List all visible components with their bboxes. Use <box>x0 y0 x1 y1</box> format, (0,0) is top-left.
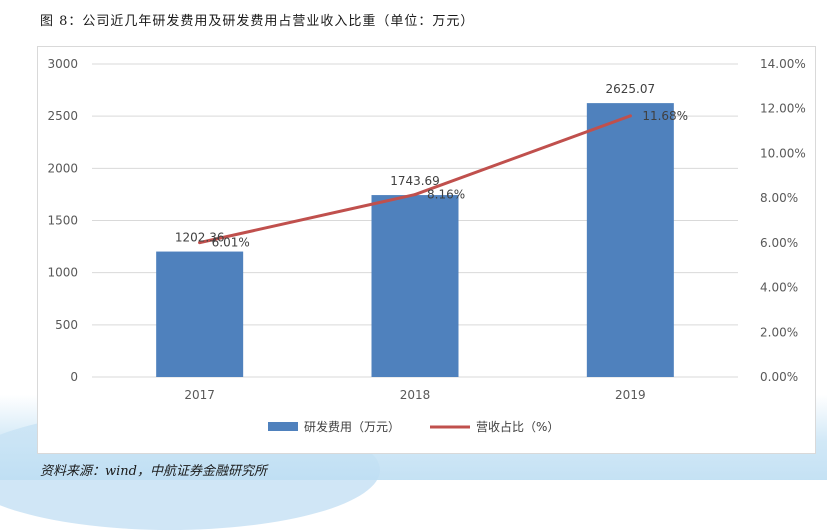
right-tick-label: 8.00% <box>760 191 798 205</box>
legend-swatch-bars <box>268 422 298 431</box>
line-data-label: 6.01% <box>212 236 250 250</box>
right-tick-label: 0.00% <box>760 370 798 384</box>
legend-label-line: 营收占比（%） <box>476 419 559 434</box>
combo-chart: 0 500 1000 1500 2000 2500 3000 0.00% 2.00% 4.00% 6… <box>47 57 806 434</box>
right-tick-label: 4.00% <box>760 281 798 295</box>
right-tick-label: 10.00% <box>760 146 806 160</box>
left-tick-label: 0 <box>70 370 78 384</box>
line-data-label: 8.16% <box>427 188 465 202</box>
left-tick-label: 500 <box>55 318 78 332</box>
source-note: 资料来源：wind，中航证券金融研究所 <box>40 464 267 479</box>
left-tick-label: 3000 <box>47 57 78 71</box>
right-tick-label: 12.00% <box>760 102 806 116</box>
x-tick-label: 2019 <box>615 388 646 402</box>
bar <box>156 251 244 377</box>
chart-frame: 0 500 1000 1500 2000 2500 3000 0.00% 2.00% 4.00% 6… <box>37 46 816 454</box>
left-tick-label: 1500 <box>47 214 78 228</box>
left-tick-label: 2000 <box>47 161 78 175</box>
bar-data-label: 1202.36 <box>175 231 225 245</box>
bar <box>371 195 459 377</box>
line-point <box>198 241 202 245</box>
right-tick-label: 6.00% <box>760 236 798 250</box>
bar-data-label: 2625.07 <box>606 82 656 96</box>
left-tick-label: 2500 <box>47 109 78 123</box>
left-tick-label: 1000 <box>47 266 78 280</box>
legend-label-bars: 研发费用（万元） <box>304 419 400 434</box>
x-tick-label: 2018 <box>400 388 431 402</box>
line-data-label: 11.68% <box>642 109 688 123</box>
line-point <box>413 193 417 197</box>
bar <box>586 103 674 378</box>
right-tick-label: 14.00% <box>760 57 806 71</box>
right-tick-label: 2.00% <box>760 325 798 339</box>
line-point <box>628 114 632 118</box>
x-tick-label: 2017 <box>184 388 215 402</box>
figure-title: 图 8：公司近几年研发费用及研发费用占营业收入比重（单位：万元） <box>40 14 475 29</box>
bar-data-label: 1743.69 <box>390 174 440 188</box>
